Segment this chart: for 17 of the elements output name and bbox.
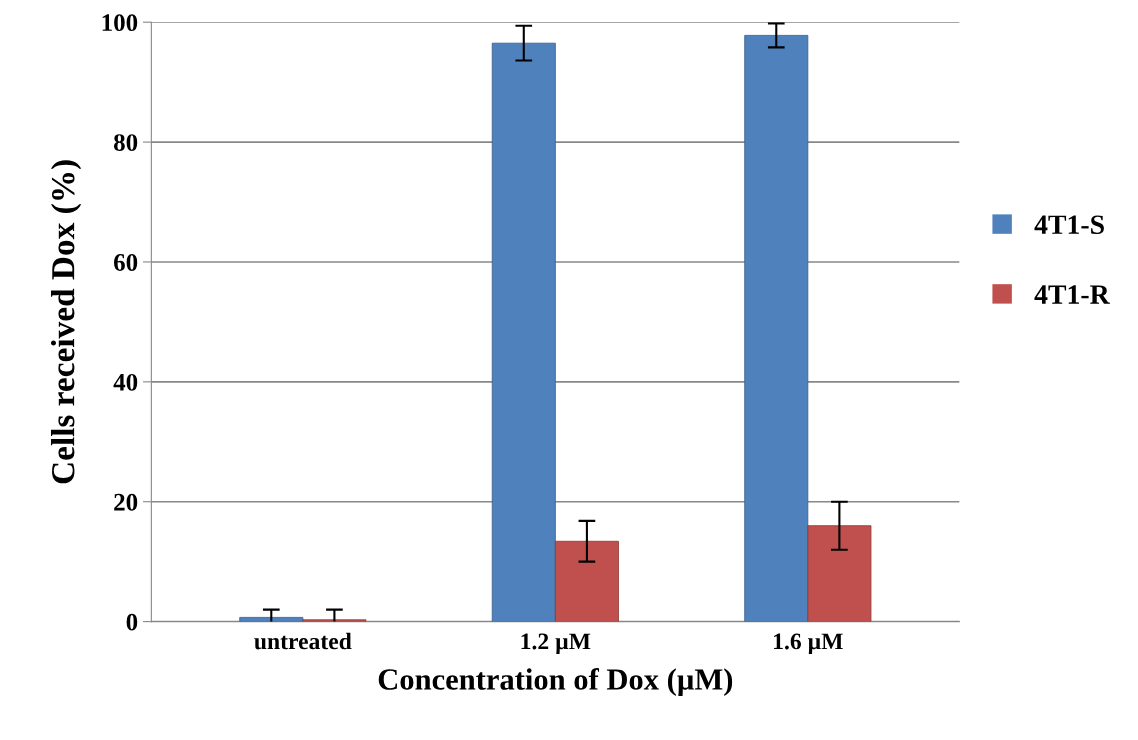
y-tick-label: 40 [113, 373, 138, 391]
y-tick-label: 0 [126, 613, 138, 631]
bar [554, 540, 619, 622]
y-tick-label: 80 [113, 134, 138, 151]
x-tick-label: 1.6 µM [774, 633, 843, 655]
y-tick-label: 20 [114, 493, 138, 511]
legend-label: 4T1-S [1034, 215, 1104, 235]
bar [744, 34, 809, 622]
bar [491, 42, 556, 622]
y-axis-title: Cells received Dox (%) [50, 160, 82, 484]
bar [807, 525, 872, 622]
x-axis-title: Concentration of Dox (µM) [378, 668, 733, 697]
y-tick-label: 100 [102, 14, 138, 32]
x-tick-label: untreated [254, 632, 352, 650]
legend-label: 4T1-R [1034, 285, 1110, 304]
y-tick-label: 60 [114, 254, 138, 271]
x-tick-label: 1.2 µM [521, 633, 591, 655]
